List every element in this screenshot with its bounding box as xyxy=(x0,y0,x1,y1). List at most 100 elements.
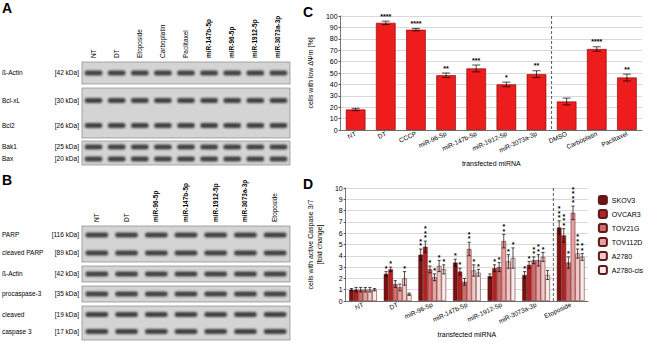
svg-text:*: * xyxy=(477,263,480,270)
svg-text:miR-3073a-3p: miR-3073a-3p xyxy=(497,301,538,326)
svg-text:A2780-cis: A2780-cis xyxy=(612,267,644,274)
svg-text:DT: DT xyxy=(123,213,130,222)
svg-text:*: * xyxy=(562,222,565,229)
svg-text:Carboplatin: Carboplatin xyxy=(159,24,167,58)
svg-text:**: ** xyxy=(443,65,449,72)
svg-text:****: **** xyxy=(410,20,421,27)
svg-text:*: * xyxy=(528,255,531,262)
svg-text:Bcl2: Bcl2 xyxy=(2,122,15,129)
svg-text:40: 40 xyxy=(330,81,338,88)
svg-text:20: 20 xyxy=(330,104,338,111)
svg-text:3: 3 xyxy=(339,264,343,271)
svg-text:miR-1912-5p: miR-1912-5p xyxy=(212,183,220,222)
svg-text:4: 4 xyxy=(339,252,343,259)
svg-text:*: * xyxy=(558,214,561,221)
svg-text:*: * xyxy=(403,265,406,272)
svg-text:****: **** xyxy=(380,13,391,20)
svg-text:0: 0 xyxy=(334,127,338,134)
svg-text:*: * xyxy=(472,258,475,265)
svg-text:*: * xyxy=(572,199,575,206)
svg-text:Bak1: Bak1 xyxy=(2,143,17,150)
svg-text:caspase 3: caspase 3 xyxy=(2,328,32,336)
svg-text:*: * xyxy=(424,234,427,241)
svg-text:Carboplatin: Carboplatin xyxy=(565,130,599,151)
svg-text:miR-147b-5p: miR-147b-5p xyxy=(431,301,469,324)
svg-text:*: * xyxy=(389,260,392,267)
svg-text:2: 2 xyxy=(339,275,343,282)
svg-text:5: 5 xyxy=(339,241,343,248)
svg-text:TOV21G: TOV21G xyxy=(612,225,640,232)
svg-text:A2780: A2780 xyxy=(612,253,632,260)
svg-text:[116 kDa]: [116 kDa] xyxy=(52,231,80,239)
svg-text:0: 0 xyxy=(339,298,343,305)
svg-text:[89 kDa]: [89 kDa] xyxy=(55,249,79,257)
svg-text:*: * xyxy=(537,248,540,255)
svg-text:*: * xyxy=(438,254,441,261)
svg-text:*: * xyxy=(502,228,505,235)
svg-text:A: A xyxy=(2,0,12,16)
svg-text:NT: NT xyxy=(346,130,357,140)
svg-text:DT: DT xyxy=(113,49,120,58)
svg-text:SKOV3: SKOV3 xyxy=(612,197,635,204)
svg-text:*: * xyxy=(523,265,526,272)
svg-text:NT: NT xyxy=(93,213,100,222)
svg-text:*: * xyxy=(442,258,445,265)
svg-text:*: * xyxy=(498,256,501,263)
svg-text:Paclitaxel: Paclitaxel xyxy=(600,130,628,148)
svg-text:****: **** xyxy=(591,38,602,45)
svg-text:1: 1 xyxy=(339,286,343,293)
svg-text:*: * xyxy=(567,250,570,257)
svg-text:procaspase-3: procaspase-3 xyxy=(2,290,42,298)
svg-text:cells with low ΔΨm [%]: cells with low ΔΨm [%] xyxy=(307,37,315,108)
svg-text:transfected miRNA: transfected miRNA xyxy=(462,160,521,167)
svg-text:*: * xyxy=(459,261,462,268)
svg-text:miR-1912-5p: miR-1912-5p xyxy=(251,19,259,58)
svg-text:[25 kDa]: [25 kDa] xyxy=(55,143,79,151)
svg-text:OVCAR3: OVCAR3 xyxy=(612,211,641,218)
svg-text:*: * xyxy=(385,265,388,272)
svg-text:DMSO: DMSO xyxy=(548,130,569,145)
svg-text:[42 kDa]: [42 kDa] xyxy=(55,69,79,77)
svg-text:Bcl-xL: Bcl-xL xyxy=(2,97,20,104)
svg-text:Etoposide: Etoposide xyxy=(136,29,144,58)
svg-text:miR-96-5p: miR-96-5p xyxy=(152,191,160,222)
svg-text:[17 kDa]: [17 kDa] xyxy=(55,328,79,336)
svg-text:*: * xyxy=(512,241,515,248)
svg-text:ß-Actin: ß-Actin xyxy=(2,69,23,76)
svg-text:miR-147b-5p: miR-147b-5p xyxy=(182,183,190,222)
svg-text:[30 kDa]: [30 kDa] xyxy=(55,97,79,105)
svg-text:*: * xyxy=(419,242,422,249)
svg-text:transfected miRNA: transfected miRNA xyxy=(437,331,496,338)
svg-text:*: * xyxy=(576,242,579,249)
svg-text:8: 8 xyxy=(339,207,343,214)
svg-text:70: 70 xyxy=(330,47,338,54)
svg-text:ß-Actin: ß-Actin xyxy=(2,270,23,277)
svg-text:miR-147b-5p: miR-147b-5p xyxy=(205,19,213,58)
svg-text:*: * xyxy=(505,74,508,81)
svg-text:*: * xyxy=(507,248,510,255)
svg-text:60: 60 xyxy=(330,58,338,65)
svg-text:Bax: Bax xyxy=(2,155,14,162)
svg-text:10: 10 xyxy=(330,115,338,122)
svg-text:NT: NT xyxy=(354,301,365,311)
svg-text:Etoposide: Etoposide xyxy=(271,193,279,222)
svg-text:*: * xyxy=(433,267,436,274)
svg-text:Etoposide: Etoposide xyxy=(543,301,573,321)
svg-text:80: 80 xyxy=(330,35,338,42)
svg-text:10: 10 xyxy=(335,185,343,192)
svg-text:NT: NT xyxy=(90,49,97,58)
svg-text:miR-96-5p: miR-96-5p xyxy=(403,301,434,321)
svg-text:miR-3073a-3p: miR-3073a-3p xyxy=(498,130,539,155)
svg-text:B: B xyxy=(2,172,12,188)
svg-text:9: 9 xyxy=(339,196,343,203)
svg-text:DT: DT xyxy=(376,130,387,140)
svg-text:[fold change]: [fold change] xyxy=(316,224,324,264)
svg-text:50: 50 xyxy=(330,70,338,77)
svg-text:C: C xyxy=(303,4,313,20)
svg-text:90: 90 xyxy=(330,24,338,31)
svg-text:7: 7 xyxy=(339,218,343,225)
svg-text:miR-3073a-3p: miR-3073a-3p xyxy=(274,16,282,58)
svg-text:*: * xyxy=(581,247,584,254)
svg-text:*: * xyxy=(493,258,496,265)
svg-text:[42 kDa]: [42 kDa] xyxy=(55,270,79,278)
